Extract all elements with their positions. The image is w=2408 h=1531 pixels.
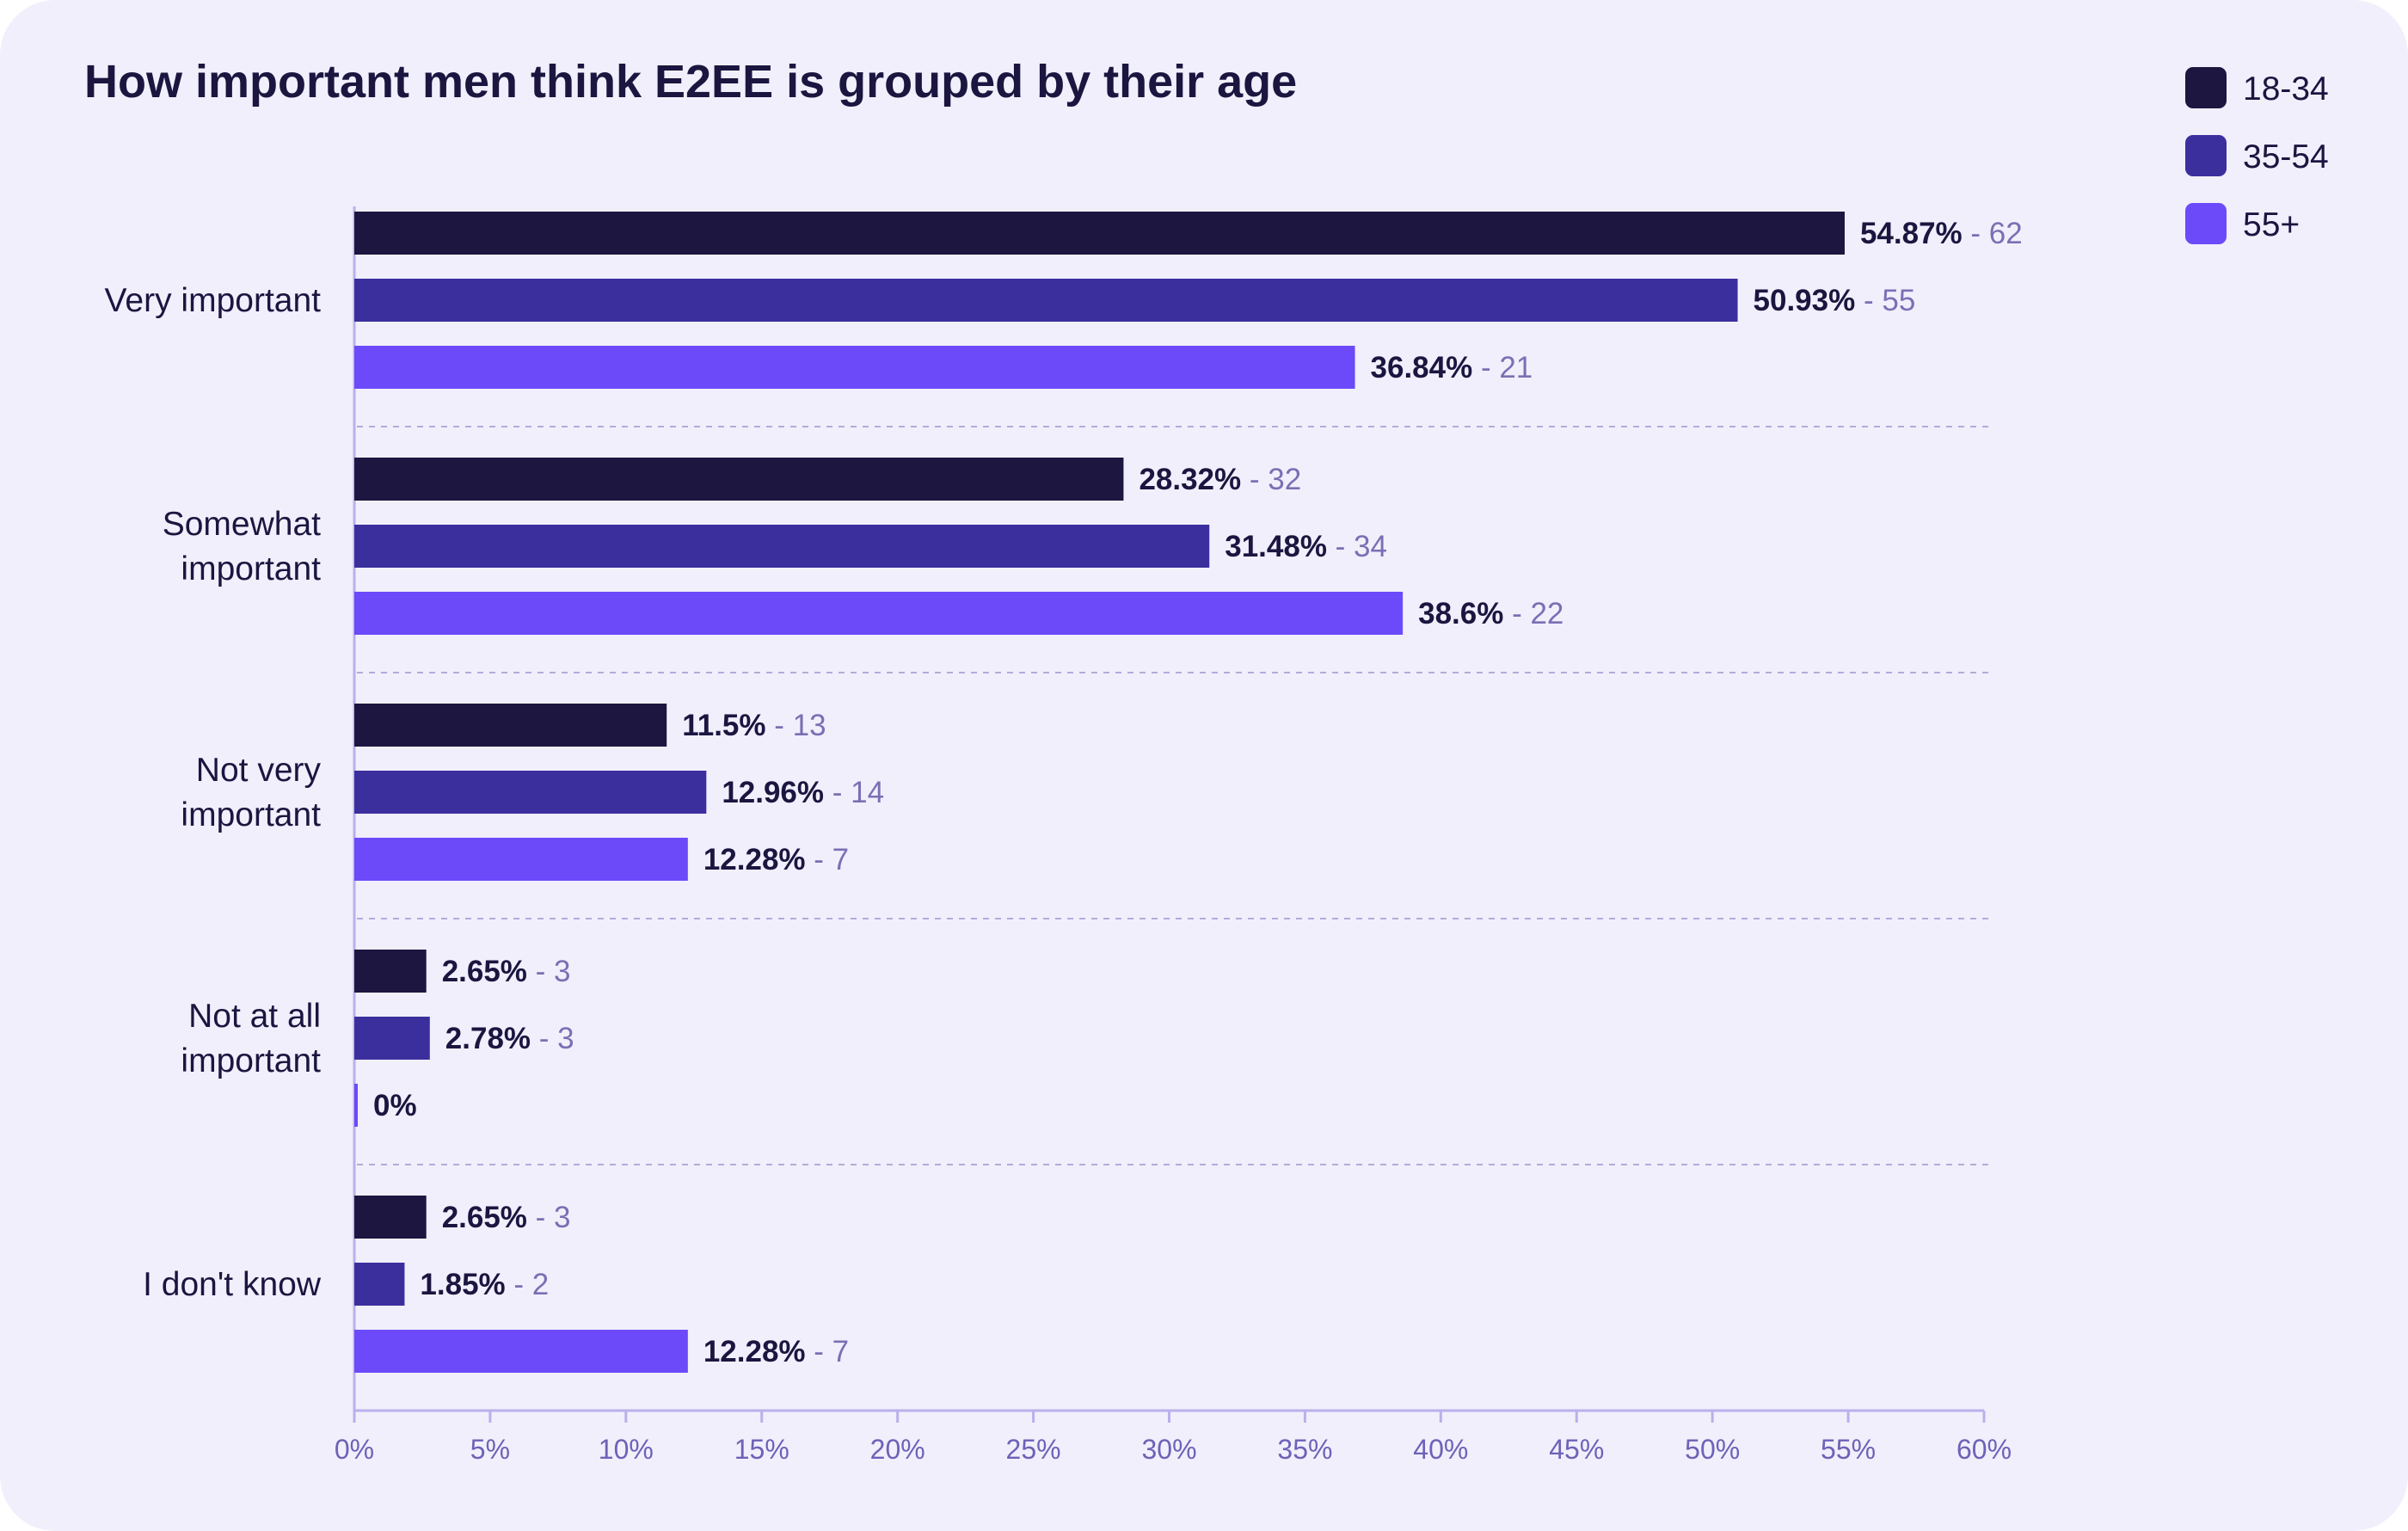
bar [354,1196,427,1239]
legend-swatch [2185,203,2227,244]
category-label: I don't know [143,1266,322,1303]
legend-label: 18-34 [2243,71,2329,108]
bar [354,1084,358,1127]
bar [354,592,1404,635]
bar [354,458,1124,501]
bar [354,704,667,747]
chart-title: How important men think E2EE is grouped … [84,56,1298,108]
bar [354,950,427,993]
bar-value-label: 38.6% - 22 [1418,597,1563,630]
category-label: Very important [105,282,322,319]
legend-label: 55+ [2243,206,2300,243]
bar [354,525,1210,568]
x-tick-label: 30% [1141,1434,1196,1465]
bar-value-label: 54.87% - 62 [1860,217,2023,250]
x-tick-label: 60% [1956,1434,2012,1465]
x-tick-label: 15% [734,1434,789,1465]
bar-value-label: 28.32% - 32 [1139,463,1301,496]
x-tick-label: 35% [1277,1434,1332,1465]
bar-value-label: 12.28% - 7 [703,1335,849,1368]
bar-value-label: 11.5% - 13 [682,709,826,742]
x-tick-label: 5% [470,1434,510,1465]
bar [354,1330,688,1373]
category-label: Somewhat important [163,506,321,587]
bar [354,771,707,814]
bar-value-label: 2.65% - 3 [442,955,571,988]
legend-swatch [2185,135,2227,176]
bar [354,1263,405,1306]
bar-value-label: 12.28% - 7 [703,843,849,876]
x-tick-label: 0% [335,1434,374,1465]
bar [354,212,1845,255]
legend-label: 35-54 [2243,138,2329,175]
x-tick-label: 55% [1821,1434,1876,1465]
bar-value-label: 50.93% - 55 [1754,284,1916,317]
legend-swatch [2185,67,2227,108]
bar-value-label: 1.85% - 2 [420,1268,549,1301]
x-tick-label: 40% [1413,1434,1468,1465]
x-tick-label: 20% [870,1434,925,1465]
bar-value-label: 2.65% - 3 [442,1201,571,1234]
category-label: Not at all important [181,998,321,1079]
x-tick-label: 25% [1006,1434,1061,1465]
bar-value-label: 12.96% - 14 [722,776,884,809]
bar-value-label: 2.78% - 3 [445,1022,574,1055]
bar [354,279,1738,322]
x-tick-label: 10% [599,1434,654,1465]
bar-value-label: 31.48% - 34 [1225,530,1387,563]
x-tick-label: 45% [1549,1434,1604,1465]
category-label: Not very important [181,752,321,833]
bar-value-label: 36.84% - 21 [1371,351,1533,384]
x-tick-label: 50% [1685,1434,1740,1465]
bar [354,838,688,881]
bar [354,1017,430,1060]
bar-value-label: 0% [373,1089,417,1122]
bar [354,346,1355,389]
